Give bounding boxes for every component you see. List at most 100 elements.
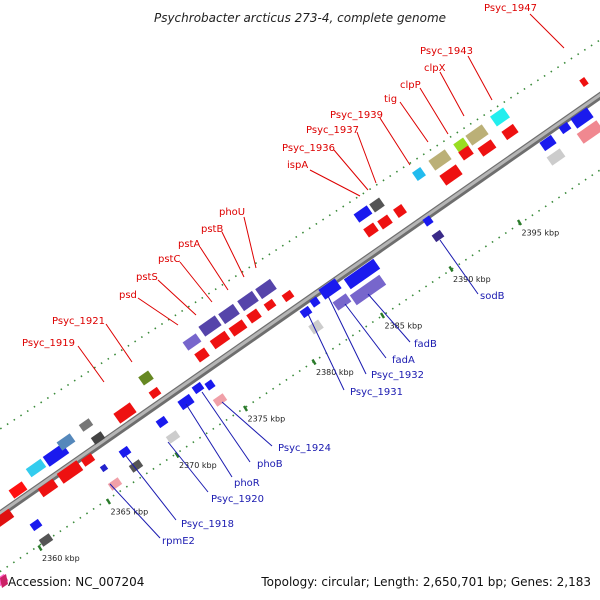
gene-feature (343, 258, 381, 290)
gene-feature (579, 77, 589, 87)
gene-label-pstA[interactable]: pstA (178, 239, 200, 250)
scale-ticks: 2360 kbp 2365 kbp 2370 kbp 2375 kbp 2380 kbp… (37, 219, 560, 563)
tick-label: 2390 kbp (453, 275, 491, 284)
gene-label-fadA[interactable]: fadA (392, 355, 415, 366)
gene-label-clpP[interactable]: clpP (400, 80, 421, 91)
gene-label-psd[interactable]: psd (119, 290, 137, 301)
gene-feature (56, 460, 84, 484)
tick-mark (105, 498, 112, 505)
gene-feature (90, 431, 106, 445)
gene-feature (332, 293, 352, 311)
tick-mark (516, 219, 523, 226)
gene-feature (78, 418, 94, 432)
gene-label-sodB[interactable]: sodB (480, 291, 505, 302)
gene-feature (80, 453, 96, 467)
gene-label-Psyc_1932[interactable]: Psyc_1932 (371, 370, 424, 381)
gene-feature (228, 319, 248, 337)
gene-feature (490, 107, 510, 127)
gene-feature (318, 278, 342, 300)
tick-label: 2395 kbp (522, 229, 560, 238)
gene-feature (349, 274, 387, 306)
gene-feature (412, 167, 426, 181)
gene-features (0, 77, 600, 587)
gene-feature (182, 333, 202, 351)
gene-feature (422, 215, 434, 227)
gene-label-fadB[interactable]: fadB (414, 339, 437, 350)
gene-feature (56, 433, 76, 451)
gene-feature (191, 381, 205, 395)
gene-feature (29, 518, 43, 532)
gene-label-Psyc_1939[interactable]: Psyc_1939 (330, 110, 383, 121)
accession-text: Accession: NC_007204 (8, 575, 144, 589)
gene-feature (363, 222, 379, 238)
gene-label-phoB[interactable]: phoB (257, 459, 283, 470)
gene-feature (148, 386, 162, 400)
gene-label-phoR[interactable]: phoR (234, 478, 260, 489)
tick-label: 2375 kbp (248, 415, 286, 424)
gene-feature (369, 197, 385, 213)
gene-feature (263, 298, 277, 312)
gene-feature (309, 296, 321, 308)
gene-feature (458, 145, 474, 161)
gene-feature (477, 139, 497, 157)
gene-label-phoU[interactable]: phoU (219, 207, 245, 218)
genome-backbone (0, 91, 600, 519)
gene-label-Psyc_1918[interactable]: Psyc_1918 (181, 519, 234, 530)
gene-label-Psyc_1924[interactable]: Psyc_1924 (278, 443, 331, 454)
reverse-gene-labels: rpmE2 Psyc_1918 Psyc_1920 phoR phoB Psyc… (162, 291, 505, 547)
gene-feature (99, 463, 109, 473)
gene-feature (209, 330, 231, 350)
gene-feature (439, 164, 463, 186)
corner-marker-icon (0, 574, 8, 588)
gene-feature (255, 278, 277, 300)
gene-feature (138, 370, 154, 386)
gene-feature (0, 508, 15, 528)
gene-label-Psyc_1921[interactable]: Psyc_1921 (52, 316, 105, 327)
gene-label-Psyc_1931[interactable]: Psyc_1931 (350, 387, 403, 398)
gene-label-pstC[interactable]: pstC (158, 254, 180, 265)
tick-mark (242, 405, 249, 412)
gene-feature (194, 347, 210, 363)
gene-feature (218, 303, 240, 325)
gene-feature (501, 123, 519, 141)
gene-feature (539, 134, 557, 152)
gene-feature (299, 305, 313, 319)
gene-feature (198, 315, 222, 337)
gene-label-Psyc_1937[interactable]: Psyc_1937 (306, 125, 359, 136)
gene-label-tig[interactable]: tig (384, 94, 397, 105)
tick-mark (174, 451, 180, 459)
gene-feature (212, 393, 228, 407)
gene-feature (570, 107, 594, 129)
gene-feature (546, 148, 566, 166)
gene-label-Psyc_1943[interactable]: Psyc_1943 (420, 46, 473, 57)
gene-feature (465, 124, 489, 146)
guide-lines (0, 39, 600, 573)
gene-label-Psyc_1920[interactable]: Psyc_1920 (211, 494, 264, 505)
gene-label-Psyc_1919[interactable]: Psyc_1919 (22, 338, 75, 349)
gene-feature (118, 445, 132, 459)
gene-feature (8, 481, 28, 499)
gene-label-rpmE2[interactable]: rpmE2 (162, 536, 195, 547)
gene-feature (113, 402, 137, 424)
gene-label-pstS[interactable]: pstS (136, 272, 158, 283)
gene-label-clpX[interactable]: clpX (424, 63, 446, 74)
gene-label-pstB[interactable]: pstB (201, 224, 223, 235)
gene-feature (558, 121, 572, 135)
tick-label: 2370 kbp (179, 461, 217, 470)
tick-label: 2385 kbp (385, 322, 423, 331)
tick-label: 2360 kbp (42, 554, 80, 563)
gene-feature (428, 149, 452, 171)
gene-feature (246, 308, 262, 324)
gene-label-Psyc_1947[interactable]: Psyc_1947 (484, 3, 537, 14)
gene-feature (165, 430, 181, 444)
gene-feature (237, 290, 259, 312)
gene-feature (308, 319, 324, 335)
gene-feature (377, 214, 393, 230)
tick-mark (311, 358, 317, 366)
gene-feature (177, 393, 195, 411)
gene-label-ispA[interactable]: ispA (287, 160, 308, 171)
tick-label: 2380 kbp (316, 368, 354, 377)
gene-label-Psyc_1936[interactable]: Psyc_1936 (282, 143, 335, 154)
gene-feature (38, 533, 54, 547)
tick-mark (379, 312, 386, 319)
